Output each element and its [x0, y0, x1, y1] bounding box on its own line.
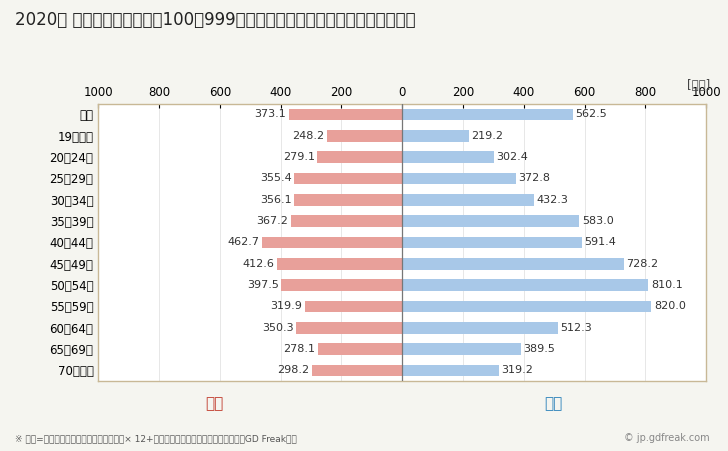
Text: 728.2: 728.2: [626, 259, 658, 269]
Text: 512.3: 512.3: [561, 323, 592, 333]
Bar: [403, 215, 579, 227]
Bar: [403, 194, 534, 206]
Text: 279.1: 279.1: [283, 152, 315, 162]
Text: 432.3: 432.3: [536, 195, 568, 205]
Bar: [305, 300, 403, 312]
Text: 397.5: 397.5: [247, 280, 279, 290]
Bar: [403, 258, 624, 270]
Text: 319.2: 319.2: [502, 365, 534, 375]
Bar: [277, 258, 403, 270]
Text: 583.0: 583.0: [582, 216, 614, 226]
Text: [万円]: [万円]: [687, 79, 710, 92]
Bar: [294, 173, 403, 184]
Bar: [294, 194, 403, 206]
Text: 591.4: 591.4: [585, 237, 617, 248]
Text: 820.0: 820.0: [654, 301, 686, 312]
Text: 319.9: 319.9: [271, 301, 303, 312]
Text: 女性: 女性: [205, 396, 224, 411]
Text: 302.4: 302.4: [496, 152, 529, 162]
Bar: [290, 215, 403, 227]
Text: ※ 年収=「きまって支給する現金給与額」× 12+「年間賞与その他特別給与額」としてGD Freak推計: ※ 年収=「きまって支給する現金給与額」× 12+「年間賞与その他特別給与額」と…: [15, 434, 296, 443]
Text: 2020年 民間企業（従業者数100～999人）フルタイム労働者の男女別平均年収: 2020年 民間企業（従業者数100～999人）フルタイム労働者の男女別平均年収: [15, 11, 415, 29]
Text: 278.1: 278.1: [283, 344, 315, 354]
Text: 男性: 男性: [544, 396, 563, 411]
Text: 462.7: 462.7: [227, 237, 259, 248]
Text: 412.6: 412.6: [242, 259, 274, 269]
Bar: [403, 322, 558, 334]
Bar: [403, 236, 582, 249]
Bar: [403, 279, 649, 291]
Text: 248.2: 248.2: [292, 131, 325, 141]
Bar: [312, 364, 403, 376]
Bar: [261, 236, 403, 249]
Bar: [403, 130, 469, 142]
Text: 355.4: 355.4: [260, 173, 292, 184]
Bar: [317, 151, 403, 163]
Bar: [403, 173, 515, 184]
Text: 373.1: 373.1: [255, 110, 286, 120]
Text: 562.5: 562.5: [576, 110, 607, 120]
Text: 350.3: 350.3: [261, 323, 293, 333]
Bar: [289, 109, 403, 120]
Text: 367.2: 367.2: [256, 216, 288, 226]
Bar: [403, 109, 573, 120]
Bar: [403, 364, 499, 376]
Text: 298.2: 298.2: [277, 365, 309, 375]
Bar: [296, 322, 403, 334]
Bar: [403, 300, 652, 312]
Text: © jp.gdfreak.com: © jp.gdfreak.com: [624, 433, 710, 443]
Bar: [403, 343, 521, 355]
Text: 810.1: 810.1: [651, 280, 683, 290]
Text: 389.5: 389.5: [523, 344, 555, 354]
Text: 356.1: 356.1: [260, 195, 291, 205]
Bar: [403, 151, 494, 163]
Text: 219.2: 219.2: [471, 131, 503, 141]
Text: 372.8: 372.8: [518, 173, 550, 184]
Bar: [282, 279, 403, 291]
Bar: [327, 130, 403, 142]
Bar: [317, 343, 403, 355]
